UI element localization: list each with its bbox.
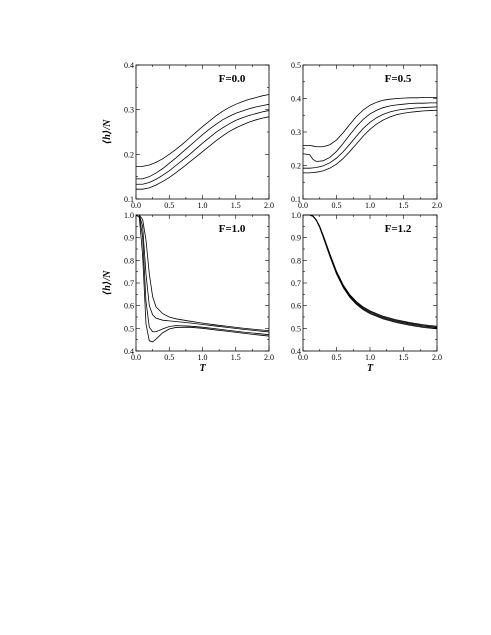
x-tick-label: 1.5 — [231, 353, 241, 362]
y-tick-label: 0.6 — [124, 302, 134, 311]
x-tick-label: 0.5 — [332, 201, 342, 210]
y-tick-label: 0.6 — [291, 302, 301, 311]
series-line-1 — [136, 214, 270, 331]
x-tick-label: 2.0 — [264, 201, 274, 210]
y-tick-label: 0.5 — [291, 324, 301, 333]
y-tick-label: 0.2 — [291, 162, 301, 171]
series-line-4 — [136, 116, 270, 190]
y-axis-label: ⟨h⟩/N — [102, 270, 113, 295]
y-tick-label: 0.2 — [124, 150, 134, 159]
x-tick-label: 0.0 — [298, 353, 308, 362]
x-tick-label: 1.0 — [365, 353, 375, 362]
panel-f-0-0: 0.0 0.5 1.0 1.5 2.0 0.1 0.2 0.3 0.4 F=0.0 ⟨h⟩/N — [102, 61, 274, 210]
plot-frame — [302, 64, 438, 200]
series-line-1 — [303, 97, 437, 148]
series-line-2 — [136, 214, 270, 333]
x-tick-label: 0.5 — [332, 353, 342, 362]
y-tick-label: 0.4 — [124, 61, 134, 70]
x-tick-label: 0.0 — [298, 201, 308, 210]
y-tick-label: 0.4 — [291, 95, 301, 104]
y-tick-label: 0.4 — [124, 347, 134, 356]
series-line-3 — [136, 110, 270, 185]
y-tick-label: 0.9 — [291, 234, 301, 243]
panel-label: F=1.0 — [219, 223, 246, 235]
series-line-4 — [135, 214, 270, 343]
y-tick-label: 0.1 — [291, 195, 301, 204]
x-axis-label: T — [367, 363, 374, 374]
panel-label: F=1.2 — [385, 223, 412, 235]
x-tick-label: 1.5 — [231, 201, 241, 210]
y-tick-label: 0.3 — [291, 128, 301, 137]
panel-f-1-2: 0.0 0.5 1.0 1.5 2.0 0.4 0.5 0.6 0.7 0.8 0.9 1.0 F=1.… — [291, 211, 442, 374]
y-tick-label: 0.9 — [124, 234, 134, 243]
x-tick-label: 2.0 — [432, 201, 442, 210]
x-tick-label: 0.0 — [131, 201, 141, 210]
x-tick-label: 2.0 — [432, 353, 442, 362]
x-tick-label: 1.0 — [198, 353, 208, 362]
x-tick-label: 1.5 — [399, 353, 409, 362]
y-tick-label: 0.8 — [124, 256, 134, 265]
series-line-4 — [303, 109, 438, 174]
x-tick-label: 2.0 — [264, 353, 274, 362]
y-tick-label: 0.8 — [291, 256, 301, 265]
series-line-2 — [136, 103, 270, 180]
panel-f-0-5: 0.0 0.5 1.0 1.5 2.0 0.1 0.2 0.3 0.4 0.5 F=0.5 — [291, 61, 442, 210]
y-tick-label: 0.7 — [291, 279, 301, 288]
series-line-3 — [303, 106, 438, 169]
series-line-2 — [303, 214, 438, 328]
y-tick-label: 0.3 — [124, 106, 134, 115]
x-tick-label: 1.0 — [198, 201, 208, 210]
y-tick-label: 1.0 — [124, 211, 134, 220]
y-tick-label: 0.1 — [124, 195, 134, 204]
series-line-4 — [303, 214, 438, 330]
y-tick-label: 0.7 — [124, 279, 134, 288]
x-tick-label: 0.5 — [164, 353, 174, 362]
x-tick-label: 1.5 — [399, 201, 409, 210]
y-tick-label: 0.5 — [291, 61, 301, 70]
series-line-1 — [303, 214, 438, 327]
y-axis-label: ⟨h⟩/N — [102, 119, 113, 144]
x-tick-label: 0.5 — [164, 201, 174, 210]
x-axis-label: T — [199, 363, 206, 374]
panel-f-1-0: 0.0 0.5 1.0 1.5 2.0 0.4 0.5 0.6 0.7 0.8 0.9 1.0 F=1.… — [102, 211, 274, 374]
panel-label: F=0.0 — [219, 73, 246, 85]
series-line-1 — [136, 94, 270, 167]
y-tick-label: 1.0 — [291, 211, 301, 220]
x-tick-label: 0.0 — [131, 353, 141, 362]
y-tick-label: 0.5 — [124, 324, 134, 333]
y-tick-label: 0.4 — [291, 347, 301, 356]
series-line-3 — [136, 214, 270, 336]
series-line-2 — [302, 102, 437, 162]
panel-label: F=0.5 — [385, 73, 412, 85]
x-tick-label: 1.0 — [365, 201, 375, 210]
plot-frame — [135, 214, 270, 352]
